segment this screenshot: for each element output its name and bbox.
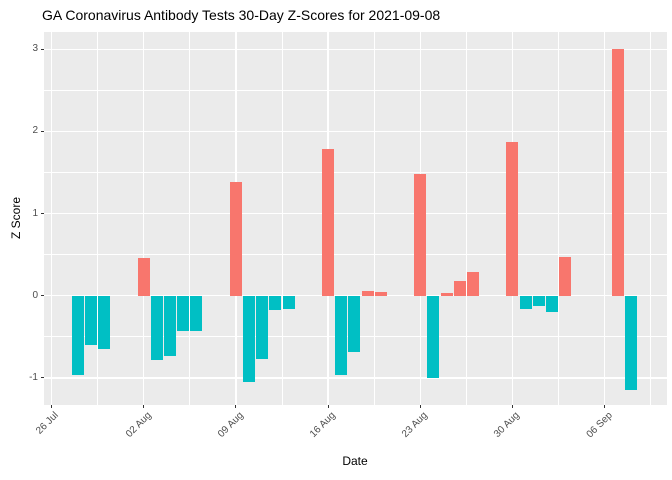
gridline-minor-y — [44, 89, 667, 91]
y-tick-label: -1 — [29, 371, 38, 383]
bar — [625, 295, 638, 391]
y-axis-title: Z Score — [9, 196, 23, 240]
bar — [519, 295, 532, 309]
bar — [559, 257, 572, 296]
y-tick-mark — [41, 295, 44, 297]
x-tick-label: 16 Aug — [308, 410, 338, 440]
gridline-major-y — [44, 212, 667, 215]
x-tick-mark — [50, 405, 52, 408]
x-tick-label: 30 Aug — [492, 410, 523, 440]
x-tick-label: 26 Jul — [34, 410, 62, 437]
y-tick-mark — [41, 48, 44, 50]
gridline-minor-x — [281, 32, 283, 405]
bar — [532, 295, 545, 307]
gridline-minor-x — [189, 32, 191, 405]
bar — [348, 295, 361, 352]
x-tick-mark — [419, 405, 421, 408]
gridline-major-y — [44, 48, 667, 50]
y-tick-mark — [41, 213, 44, 215]
bar — [414, 174, 427, 296]
bar — [545, 295, 558, 313]
bar — [374, 292, 387, 296]
bar — [150, 295, 163, 360]
bar — [256, 295, 269, 359]
bar — [163, 295, 176, 356]
x-tick-label: 09 Aug — [215, 410, 246, 440]
bar — [177, 295, 190, 332]
bar — [361, 290, 374, 296]
x-tick-mark — [235, 405, 237, 408]
gridline-minor-x — [97, 32, 98, 405]
x-tick-label: 06 Sep — [584, 410, 615, 441]
bar — [84, 295, 97, 345]
bar — [611, 49, 624, 296]
gridline-minor-y — [44, 254, 667, 256]
bar — [269, 295, 282, 310]
bar — [282, 295, 295, 309]
gridline-major-y — [44, 130, 667, 133]
x-axis-title: Date — [342, 454, 368, 468]
x-tick-mark — [143, 405, 145, 408]
y-tick-mark — [41, 377, 44, 379]
chart-title: GA Coronavirus Antibody Tests 30-Day Z-S… — [42, 7, 441, 23]
y-tick-label: 0 — [32, 289, 38, 301]
bar — [440, 293, 453, 296]
bar — [190, 295, 203, 332]
gridline-minor-x — [558, 32, 559, 405]
bar — [427, 295, 440, 378]
bar — [229, 181, 242, 296]
gridline-major-x — [603, 32, 606, 405]
bar — [506, 142, 519, 296]
y-tick-label: 2 — [32, 125, 38, 137]
bar — [322, 149, 335, 296]
gridline-major-y — [44, 377, 667, 379]
bar — [335, 295, 348, 375]
plot-panel — [44, 32, 667, 405]
bar — [137, 257, 150, 296]
x-tick-mark — [327, 405, 329, 408]
x-tick-mark — [511, 405, 513, 408]
x-tick-label: 23 Aug — [400, 410, 431, 440]
gridline-minor-x — [465, 32, 467, 405]
x-tick-label: 02 Aug — [123, 410, 154, 440]
gridline-minor-y — [44, 172, 667, 173]
x-tick-mark — [604, 405, 606, 408]
gridline-minor-x — [373, 32, 375, 405]
bar — [466, 271, 479, 296]
bar — [453, 280, 466, 296]
bar — [242, 295, 255, 382]
bar — [98, 295, 111, 350]
gridline-major-x — [142, 32, 145, 405]
gridline-minor-x — [650, 32, 652, 405]
y-tick-label: 1 — [32, 207, 38, 219]
y-tick-label: 3 — [32, 43, 38, 55]
bar — [71, 295, 84, 376]
gridline-major-x — [50, 32, 53, 405]
y-tick-mark — [41, 130, 44, 132]
